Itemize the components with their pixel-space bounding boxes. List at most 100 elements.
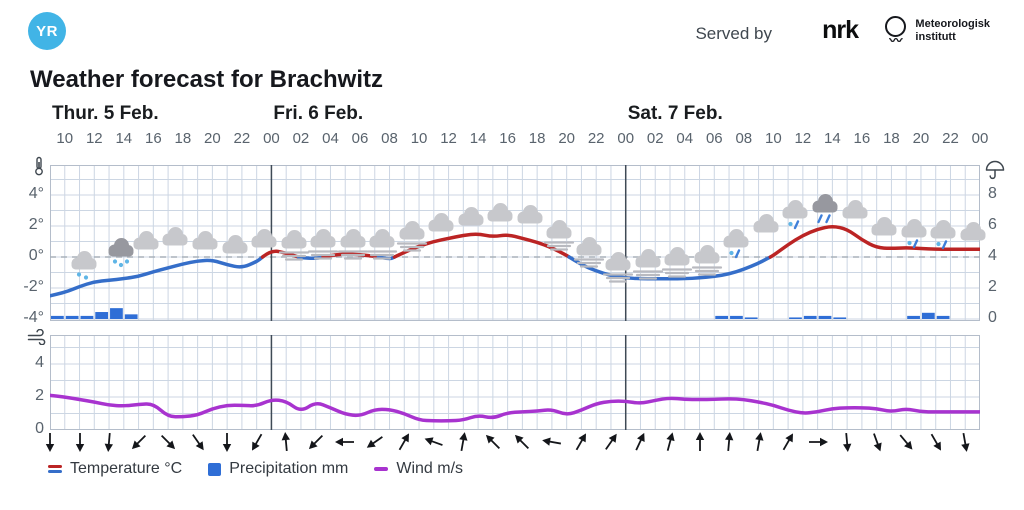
hour-tick-label: 20 xyxy=(204,130,221,147)
hour-tick-label: 00 xyxy=(617,130,635,147)
hour-tick-label: 16 xyxy=(499,130,516,147)
hour-tick-label: 00 xyxy=(263,130,280,147)
wind-direction-arrow xyxy=(360,427,389,456)
precip-axis-tick: 6 xyxy=(988,216,997,233)
wind-direction-arrow xyxy=(953,429,977,454)
met-institute-logo[interactable]: 〰 Meteorologisk institutt xyxy=(885,16,990,47)
wind-direction-arrow xyxy=(275,430,297,454)
hour-tick-label: 22 xyxy=(233,130,251,147)
legend-precipitation-label: Precipitation mm xyxy=(229,460,349,477)
wind-direction-arrow xyxy=(718,430,740,454)
legend-precipitation: Precipitation mm xyxy=(208,460,348,478)
chart-legend: Temperature °C Precipitation mm Wind m/s xyxy=(48,460,463,478)
wind-direction-arrow xyxy=(836,430,858,454)
hour-tick-label: 06 xyxy=(351,130,369,147)
hour-tick-label: 08 xyxy=(735,130,753,147)
precipitation-legend-icon xyxy=(208,462,222,476)
hour-tick-label: 00 xyxy=(971,130,989,147)
legend-wind: Wind m/s xyxy=(374,460,463,478)
precip-axis-tick: 2 xyxy=(988,278,997,295)
wind-direction-arrow xyxy=(301,427,331,457)
wind-direction-arrow xyxy=(774,427,802,456)
wind-direction-arrow xyxy=(40,431,60,453)
day-label-0: Thur. 5 Feb. xyxy=(52,103,159,124)
wind-direction-arrow xyxy=(690,431,710,453)
hour-tick-label: 10 xyxy=(410,130,428,147)
hour-tick-label: 18 xyxy=(883,130,900,147)
hour-tick-label: 08 xyxy=(381,130,398,147)
page-title: Weather forecast for Brachwitz xyxy=(30,66,383,93)
wind-icon xyxy=(27,329,46,345)
yr-logo-text: YR xyxy=(36,22,58,40)
wind-direction-arrow xyxy=(922,427,950,456)
hour-tick-label: 02 xyxy=(646,130,664,147)
wind-direction-arrow xyxy=(657,429,682,455)
precip-axis-tick: 8 xyxy=(988,185,997,202)
wind-direction-arrow xyxy=(863,428,889,456)
hour-tick-label: 22 xyxy=(942,130,959,147)
hour-tick-label: 20 xyxy=(558,130,575,147)
legend-temperature-label: Temperature °C xyxy=(70,460,183,477)
umbrella-icon xyxy=(985,160,1005,180)
wind-direction-arrow xyxy=(508,427,538,457)
wind-direction-arrow xyxy=(70,431,90,453)
hour-tick-label: 12 xyxy=(85,130,103,147)
wind-direction-arrow xyxy=(478,427,508,457)
wind-direction-arrow xyxy=(539,430,564,454)
legend-wind-label: Wind m/s xyxy=(396,460,464,477)
temp-axis-tick: 0° xyxy=(28,247,44,264)
temp-axis-tick: -4° xyxy=(23,309,44,326)
precip-axis-tick: 4 xyxy=(988,247,997,264)
wind-direction-arrow xyxy=(807,432,829,452)
day-label-2: Sat. 7 Feb. xyxy=(627,103,723,124)
wind-axis-tick: 4 xyxy=(35,354,44,371)
hour-tick-label: 10 xyxy=(764,130,782,147)
wind-direction-arrow xyxy=(747,429,771,454)
wind-direction-arrow xyxy=(217,431,237,453)
hour-tick-label: 18 xyxy=(174,130,192,147)
hour-tick-label: 04 xyxy=(322,130,339,147)
wind-direction-arrow xyxy=(567,427,595,456)
hour-tick-label: 06 xyxy=(705,130,723,147)
wind-direction-arrow xyxy=(183,427,212,456)
hour-tick-label: 16 xyxy=(853,130,871,147)
served-by-label: Served by xyxy=(695,24,772,43)
wind-direction-arrow xyxy=(98,430,120,454)
wind-direction-arrow xyxy=(891,427,920,457)
temp-axis-tick: 4° xyxy=(28,185,44,202)
met-institute-name: Meteorologisk institutt xyxy=(915,17,990,43)
wind-axis-tick: 0 xyxy=(35,420,44,437)
met-circle-icon xyxy=(885,16,907,37)
nrk-logo[interactable]: nrk xyxy=(822,16,859,44)
wind-direction-arrow xyxy=(452,429,476,454)
wind-direction-arrow xyxy=(627,428,654,456)
temp-axis-tick: -2° xyxy=(23,278,44,295)
hour-tick-label: 18 xyxy=(528,130,546,147)
hour-tick-label: 16 xyxy=(144,130,162,147)
wind-legend-icon xyxy=(374,467,389,471)
hour-tick-label: 14 xyxy=(469,130,487,147)
wind-direction-arrow xyxy=(153,427,183,457)
hour-tick-label: 10 xyxy=(56,130,74,147)
precip-axis-tick: 0 xyxy=(988,309,997,326)
hour-tick-label: 02 xyxy=(292,130,310,147)
hour-tick-label: 14 xyxy=(115,130,133,147)
wind-direction-arrow xyxy=(420,429,448,455)
hour-tick-label: 14 xyxy=(824,130,841,147)
thermometer-icon xyxy=(35,156,43,176)
temp-axis-tick: 2° xyxy=(28,216,44,233)
temperature-precipitation-chart xyxy=(50,165,980,321)
day-label-1: Fri. 6 Feb. xyxy=(273,103,364,124)
wind-direction-arrow xyxy=(390,427,418,456)
wind-direction-arrow xyxy=(334,432,356,452)
wind-speed-chart xyxy=(50,335,980,430)
hour-tick-label: 22 xyxy=(587,130,605,147)
hour-tick-label: 12 xyxy=(440,130,457,147)
hour-tick-label: 04 xyxy=(676,130,694,147)
hour-tick-label: 20 xyxy=(912,130,930,147)
yr-logo[interactable]: YR xyxy=(28,12,66,50)
wind-direction-arrow xyxy=(124,427,154,457)
wind-direction-arrow xyxy=(596,427,625,456)
legend-temperature: Temperature °C xyxy=(48,460,182,478)
